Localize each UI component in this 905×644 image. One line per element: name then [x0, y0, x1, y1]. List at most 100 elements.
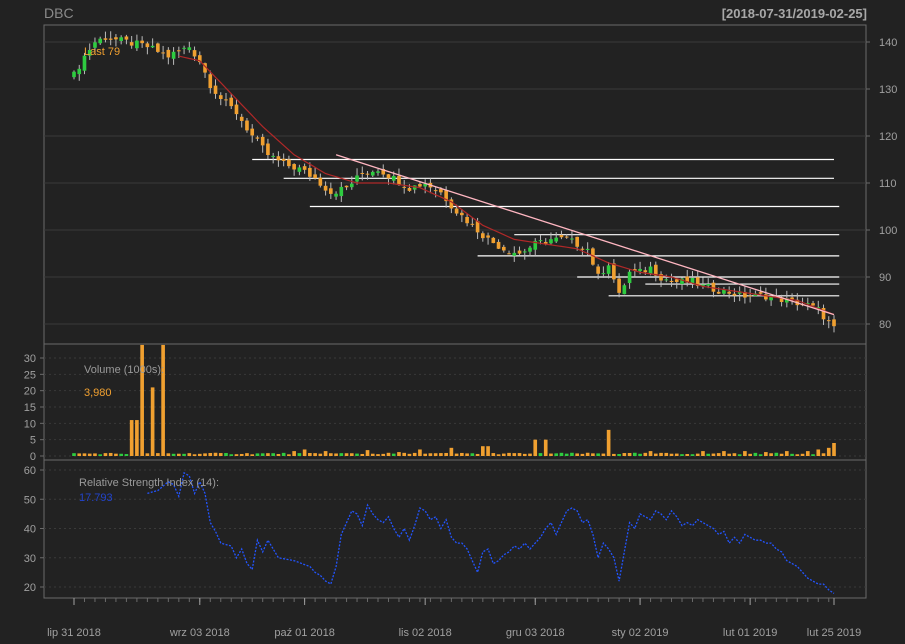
candle-down — [433, 190, 438, 192]
candle-down — [197, 55, 202, 63]
x-axis-label: wrz 03 2018 — [169, 627, 230, 639]
candle-down — [612, 263, 616, 280]
candle-up — [690, 277, 695, 284]
candle-down — [596, 266, 600, 274]
candle-up — [601, 273, 606, 275]
volume-bar — [664, 452, 669, 456]
volume-bar — [239, 453, 244, 456]
volume-bar — [449, 447, 454, 456]
candle-down — [470, 223, 475, 225]
candle-down — [108, 38, 113, 40]
volume-bar — [213, 452, 218, 456]
candle-down — [727, 291, 731, 294]
candle-down — [826, 320, 831, 322]
volume-bar — [706, 453, 711, 456]
volume-bar — [465, 453, 469, 456]
candle-up — [627, 271, 632, 284]
candle-down — [292, 164, 296, 170]
volume-axis-label: 5 — [30, 435, 36, 447]
candle-down — [239, 116, 244, 121]
volume-bar — [365, 450, 370, 456]
volume-bar — [727, 453, 731, 456]
volume-bar — [344, 453, 349, 456]
volume-bar — [832, 442, 836, 456]
candle-down — [507, 253, 511, 255]
candle-down — [255, 137, 260, 139]
volume-bar — [779, 453, 784, 456]
volume-bar — [281, 452, 286, 456]
candle-up — [349, 183, 354, 188]
volume-bar — [659, 452, 663, 456]
candle-up — [82, 55, 87, 71]
candle-up — [638, 268, 642, 272]
x-axis-label: sty 02 2019 — [612, 627, 669, 639]
rsi-axis-label: 50 — [24, 494, 36, 506]
rsi-axis-label: 60 — [24, 465, 36, 477]
volume-bar — [412, 452, 417, 456]
candle-up — [701, 284, 705, 286]
volume-bar — [543, 439, 548, 456]
volume-bar — [407, 453, 412, 456]
price-axis-label: 140 — [879, 37, 897, 49]
candle-down — [475, 221, 480, 233]
candle-up — [816, 307, 821, 309]
volume-legend-value: 3,980 — [84, 387, 112, 399]
candle-up — [135, 40, 139, 49]
candle-down — [491, 237, 496, 244]
price-axis-label: 110 — [879, 178, 897, 190]
volume-bar — [816, 449, 821, 456]
volume-bar — [292, 451, 296, 456]
volume-bar — [470, 453, 475, 456]
candle-up — [370, 171, 375, 176]
candle-down — [365, 173, 370, 175]
candle-up — [648, 266, 653, 274]
volume-bar — [711, 453, 716, 456]
volume-bar — [391, 453, 396, 456]
volume-bar — [701, 451, 705, 456]
candle-down — [397, 175, 401, 186]
volume-bar — [496, 454, 501, 456]
volume-bar — [748, 453, 752, 456]
price-axis-label: 130 — [879, 84, 897, 96]
volume-bar — [475, 453, 480, 456]
volume-bar — [103, 453, 108, 456]
candle-down — [234, 104, 239, 115]
candle-down — [250, 128, 255, 136]
volume-bar — [528, 453, 532, 456]
volume-bar — [318, 453, 323, 456]
volume-bar — [512, 453, 517, 456]
volume-bar — [250, 454, 255, 456]
volume-bar — [308, 453, 312, 456]
volume-bar — [617, 454, 621, 456]
trend-line — [335, 154, 835, 316]
candle-down — [486, 235, 490, 238]
candle-up — [606, 265, 611, 274]
candle-up — [585, 248, 590, 250]
volume-bar — [349, 453, 354, 456]
volume-bar — [266, 453, 270, 456]
candle-down — [465, 216, 469, 224]
candle-down — [156, 43, 160, 52]
volume-bar — [633, 452, 637, 456]
volume-bar — [287, 454, 291, 456]
volume-bar — [87, 453, 92, 456]
candle-up — [98, 38, 103, 44]
candle-up — [549, 239, 553, 244]
candle-down — [161, 52, 165, 54]
volume-bar — [140, 344, 144, 456]
volume-bar — [234, 454, 239, 456]
volume-bar — [229, 454, 234, 456]
volume-bar — [716, 453, 721, 456]
candle-up — [150, 45, 155, 48]
volume-bar — [800, 453, 805, 456]
volume-bar — [187, 453, 192, 456]
candle-up — [680, 278, 684, 285]
candle-down — [103, 38, 108, 40]
candle-down — [276, 156, 281, 161]
volume-bar — [370, 453, 375, 456]
volume-bar — [638, 453, 642, 456]
x-axis-label: lut 01 2019 — [723, 627, 777, 639]
volume-bar — [224, 453, 228, 456]
volume-bar — [559, 452, 564, 456]
